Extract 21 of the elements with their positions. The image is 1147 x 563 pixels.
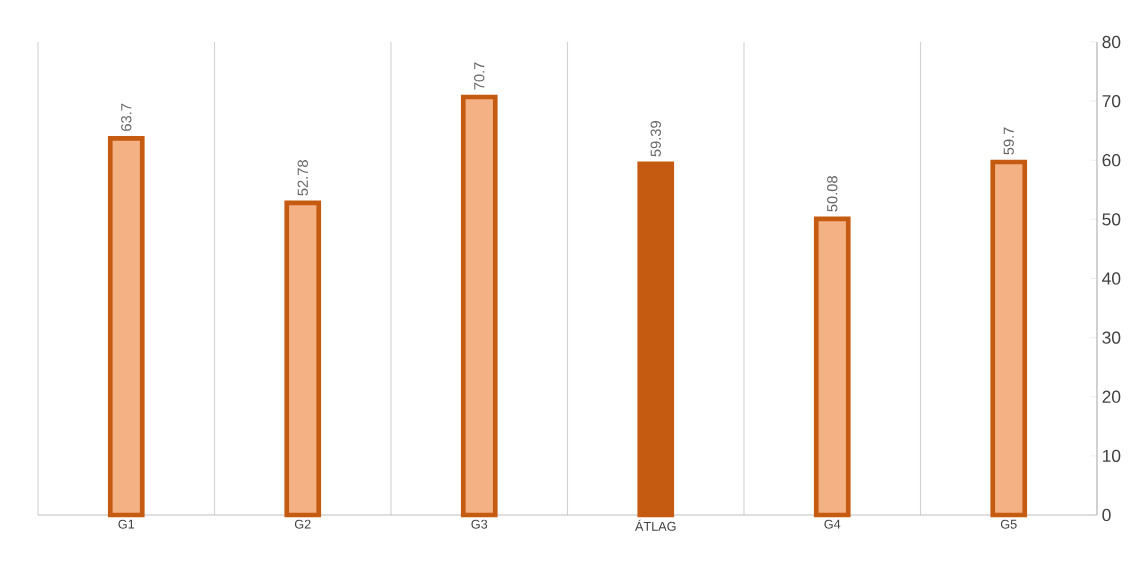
x-tick-label: ÁTLAG bbox=[635, 519, 676, 531]
data-label: 52.78 bbox=[297, 160, 308, 196]
data-label: 70.7 bbox=[474, 62, 485, 90]
x-tick-label: G2 bbox=[294, 519, 311, 529]
x-tick-label: G1 bbox=[118, 519, 135, 529]
data-label: 59.7 bbox=[1003, 127, 1014, 155]
y-tick-label: 10 bbox=[1103, 449, 1121, 462]
y-tick-label: 70 bbox=[1102, 94, 1121, 108]
y-tick-label: 20 bbox=[1102, 390, 1121, 403]
x-tick-label: G4 bbox=[824, 519, 841, 529]
data-label: 59.39 bbox=[650, 121, 661, 157]
y-tick-label: 50 bbox=[1102, 213, 1121, 226]
data-label: 50.08 bbox=[827, 176, 838, 212]
y-tick-label: 80 bbox=[1102, 35, 1121, 49]
x-tick-label: G3 bbox=[471, 519, 488, 529]
y-tick-label: 0 bbox=[1102, 508, 1111, 522]
x-tick-label: G5 bbox=[1000, 519, 1017, 529]
y-tick-label: 40 bbox=[1102, 272, 1121, 285]
data-label: 63.7 bbox=[121, 103, 132, 131]
y-tick-label: 30 bbox=[1102, 331, 1121, 344]
y-tick-label: 60 bbox=[1102, 154, 1121, 167]
